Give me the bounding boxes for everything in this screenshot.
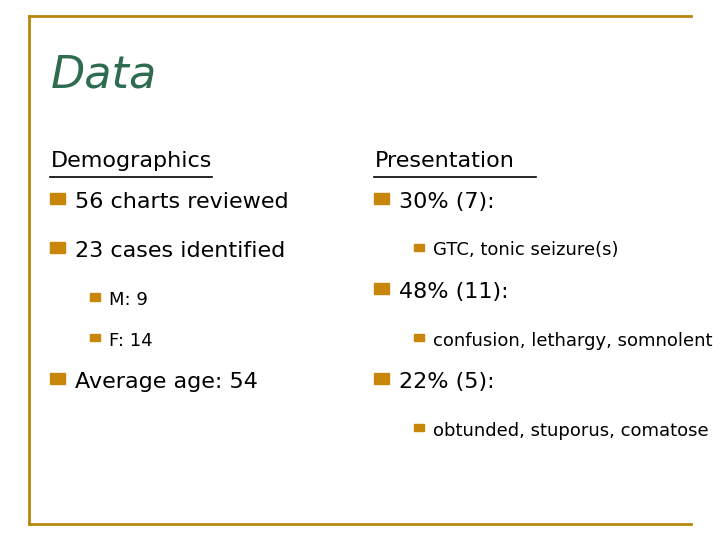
- Text: Demographics: Demographics: [50, 151, 212, 171]
- Text: 22% (5):: 22% (5):: [399, 372, 495, 392]
- Text: 56 charts reviewed: 56 charts reviewed: [75, 192, 289, 212]
- Bar: [50, 373, 65, 384]
- Text: 48% (11):: 48% (11):: [399, 282, 508, 302]
- Text: Average age: 54: Average age: 54: [75, 372, 258, 392]
- Text: GTC, tonic seizure(s): GTC, tonic seizure(s): [433, 241, 618, 259]
- Bar: [374, 283, 389, 294]
- Bar: [374, 373, 389, 384]
- Bar: [374, 193, 389, 204]
- Text: 23 cases identified: 23 cases identified: [75, 241, 285, 261]
- Text: F: 14: F: 14: [109, 332, 153, 349]
- Bar: [414, 334, 424, 341]
- Text: Presentation: Presentation: [374, 151, 514, 171]
- Bar: [414, 424, 424, 431]
- Text: M: 9: M: 9: [109, 291, 148, 309]
- Bar: [50, 242, 65, 253]
- Bar: [50, 193, 65, 204]
- Text: 30% (7):: 30% (7):: [399, 192, 495, 212]
- Text: Data: Data: [50, 54, 157, 97]
- Bar: [90, 293, 100, 301]
- Bar: [90, 334, 100, 341]
- Bar: [414, 244, 424, 251]
- Text: confusion, lethargy, somnolent: confusion, lethargy, somnolent: [433, 332, 712, 349]
- Text: obtunded, stuporus, comatose: obtunded, stuporus, comatose: [433, 422, 708, 440]
